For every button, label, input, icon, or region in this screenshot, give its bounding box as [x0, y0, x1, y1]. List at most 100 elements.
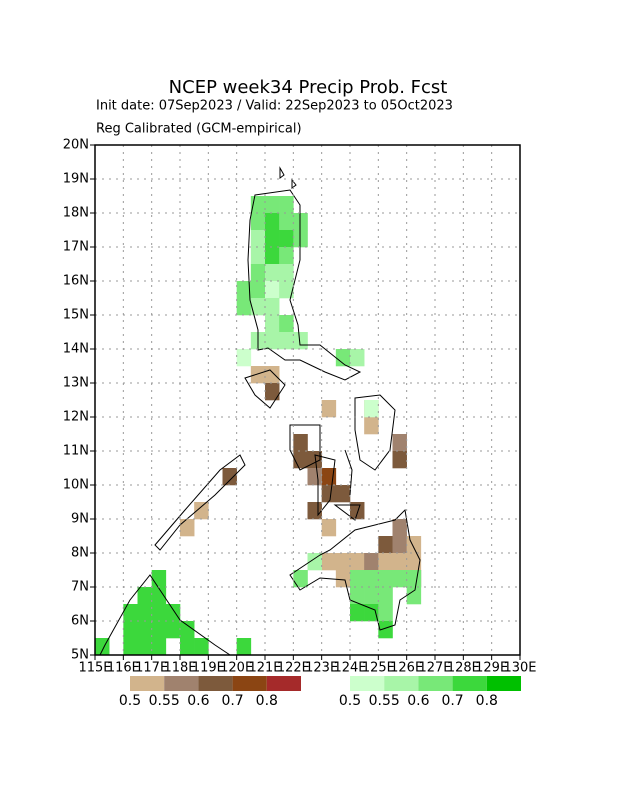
grid-cell: [279, 281, 294, 299]
x-tick-label: 115E: [78, 661, 111, 676]
x-tick-label: 127E: [418, 661, 451, 676]
grid-cell: [265, 281, 280, 299]
grid-cell: [151, 638, 167, 656]
y-tick-label: 12N: [63, 410, 89, 425]
grid-cell: [406, 536, 422, 554]
grid-cell: [307, 502, 322, 520]
grid-cell: [350, 349, 365, 367]
grid-cell: [392, 519, 407, 537]
grid-cell: [165, 621, 181, 639]
grid-cell: [350, 570, 365, 588]
grid-cell: [265, 298, 280, 316]
grid-cell: [279, 315, 294, 333]
y-tick-label: 5N: [71, 648, 89, 663]
x-tick-label: 124E: [333, 661, 366, 676]
x-tick-label: 129E: [475, 661, 508, 676]
grid-cell: [151, 587, 167, 605]
y-tick-label: 9N: [71, 512, 89, 527]
grid-cell: [123, 638, 138, 656]
grid-cell: [335, 485, 351, 503]
legend-swatch: [266, 676, 301, 691]
grid-cell: [279, 264, 294, 282]
grid-cell: [250, 196, 266, 214]
coast: [314, 454, 336, 517]
grid-cell: [364, 570, 379, 588]
grid-cell: [265, 213, 280, 231]
grid-cell: [250, 281, 266, 299]
legend-swatch: [418, 676, 453, 691]
y-tick-label: 20N: [63, 138, 89, 153]
x-tick-label: 121E: [248, 661, 281, 676]
grid-cell: [265, 264, 280, 282]
grid-cell: [321, 400, 337, 418]
y-tick-label: 8N: [71, 546, 89, 561]
grid-cell: [335, 553, 351, 571]
grid-cell: [378, 536, 393, 554]
grid-cell: [279, 247, 294, 265]
legend-swatch: [384, 676, 419, 691]
x-tick-label: 116E: [107, 661, 140, 676]
grid-cell: [236, 281, 252, 299]
grid-cell: [265, 230, 280, 248]
grid-cell: [95, 638, 110, 656]
chart-title: NCEP week34 Precip Prob. Fcst: [169, 77, 448, 98]
x-tick-label: 118E: [163, 661, 196, 676]
grid-cell: [364, 417, 379, 435]
legend-label: 0.6: [407, 693, 429, 709]
grid-cell: [236, 298, 252, 316]
grid-cell: [392, 570, 407, 588]
grid-cell: [137, 621, 152, 639]
x-tick-label: 123E: [305, 661, 338, 676]
y-tick-label: 19N: [63, 172, 89, 187]
grid-cell: [250, 213, 266, 231]
grid-cell: [265, 247, 280, 265]
grid-cell: [123, 604, 138, 622]
grid-cell: [364, 587, 379, 605]
coast: [279, 166, 297, 189]
grid-cell: [406, 587, 422, 605]
y-tick-label: 11N: [63, 444, 89, 459]
legend-label: 0.55: [369, 693, 400, 709]
x-tick-label: 119E: [192, 661, 225, 676]
coast: [247, 189, 362, 381]
grid-cell: [265, 332, 280, 350]
legend-swatch: [198, 676, 233, 691]
grid-cell: [123, 621, 138, 639]
grid-cell: [350, 587, 365, 605]
grid-cell: [293, 213, 308, 231]
coast: [154, 454, 246, 551]
coast: [333, 504, 361, 521]
legend-swatch: [232, 676, 267, 691]
grid-cell: [378, 621, 393, 639]
grid-cell: [137, 604, 152, 622]
grid-cell: [279, 230, 294, 248]
legend-label: 0.55: [149, 693, 180, 709]
grid-cell: [236, 638, 252, 656]
grid-cell: [364, 553, 379, 571]
grid-cell: [378, 570, 393, 588]
grid-cell: [378, 604, 393, 622]
y-tick-label: 18N: [63, 206, 89, 221]
x-tick-label: 122E: [277, 661, 310, 676]
grid-cell: [151, 570, 167, 588]
legend-label: 0.5: [339, 693, 361, 709]
grid-cell: [307, 468, 322, 486]
grid-cell: [151, 621, 167, 639]
legend-label: 0.6: [187, 693, 209, 709]
grid-cell: [392, 553, 407, 571]
grid-cell: [406, 570, 422, 588]
coast: [244, 369, 286, 409]
grid-cell: [392, 451, 407, 469]
grid-cell: [321, 485, 337, 503]
grid-cell: [194, 638, 209, 656]
grid-cell: [180, 621, 195, 639]
grid-cell: [293, 230, 308, 248]
grid-cell: [364, 400, 379, 418]
grid-cell: [293, 570, 308, 588]
subtitle: Init date: 07Sep2023 / Valid: 22Sep2023 …: [96, 99, 453, 114]
coast: [289, 424, 321, 471]
y-tick-label: 14N: [63, 342, 89, 357]
grid-cell: [378, 553, 393, 571]
